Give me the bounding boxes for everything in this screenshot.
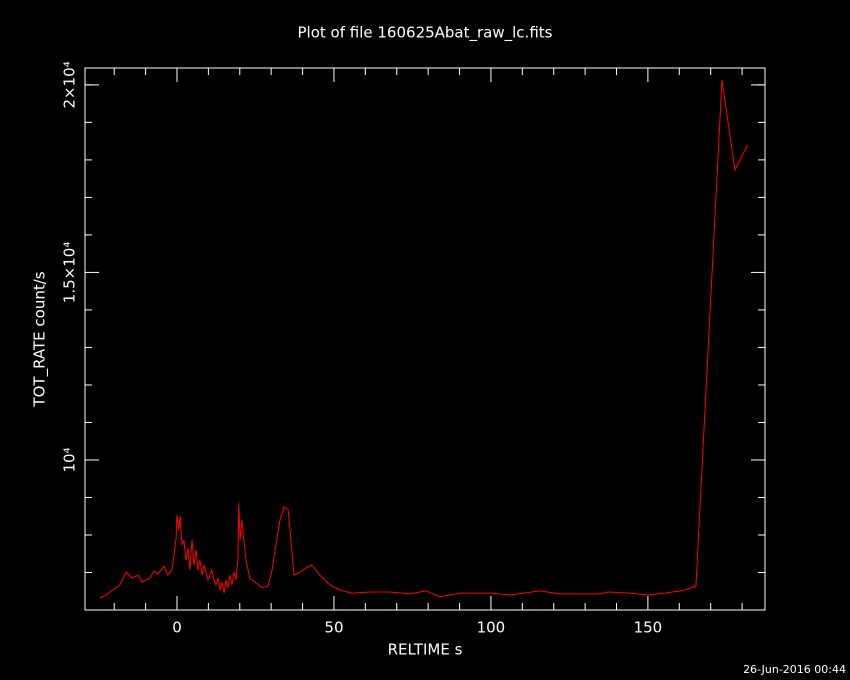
- y-tick-label: 10⁴: [61, 447, 79, 472]
- x-axis-label: RELTIME s: [388, 641, 463, 659]
- data-line: [99, 79, 749, 599]
- x-tick-label: 100: [477, 619, 506, 637]
- x-tick-label: 50: [324, 619, 343, 637]
- y-tick-label: 1.5×10⁴: [61, 242, 79, 304]
- x-tick-label: 150: [634, 619, 663, 637]
- plot-frame: [84, 67, 766, 611]
- y-axis-label: TOT_RATE count/s: [31, 271, 50, 407]
- timestamp: 26-Jun-2016 00:44: [743, 663, 846, 676]
- y-tick-label: 2×10⁴: [61, 61, 79, 108]
- chart-title: Plot of file 160625Abat_raw_lc.fits: [298, 24, 553, 43]
- x-tick-label: 0: [172, 619, 182, 637]
